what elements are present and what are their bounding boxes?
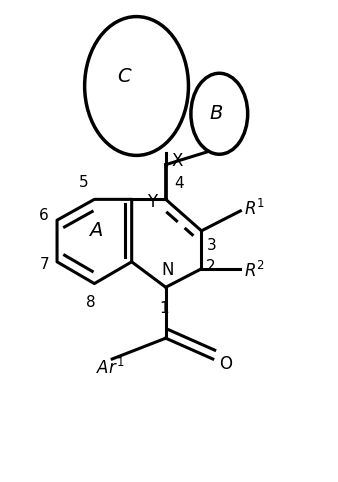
- Text: A: A: [89, 221, 103, 241]
- Text: $Ar^1$: $Ar^1$: [96, 358, 124, 378]
- Text: O: O: [219, 355, 232, 373]
- Text: Y: Y: [147, 193, 158, 211]
- Text: 1: 1: [159, 301, 169, 316]
- Text: 7: 7: [39, 256, 49, 272]
- Text: C: C: [117, 67, 130, 86]
- Text: 5: 5: [79, 175, 89, 190]
- Text: X: X: [171, 152, 183, 171]
- Text: N: N: [161, 261, 174, 279]
- Text: B: B: [209, 104, 223, 123]
- Text: 3: 3: [206, 238, 216, 253]
- Text: 4: 4: [174, 176, 184, 191]
- Text: 6: 6: [39, 208, 49, 223]
- Text: 2: 2: [206, 259, 216, 274]
- Text: 8: 8: [86, 295, 96, 310]
- Text: $R^1$: $R^1$: [244, 199, 265, 219]
- Text: $R^2$: $R^2$: [244, 261, 265, 281]
